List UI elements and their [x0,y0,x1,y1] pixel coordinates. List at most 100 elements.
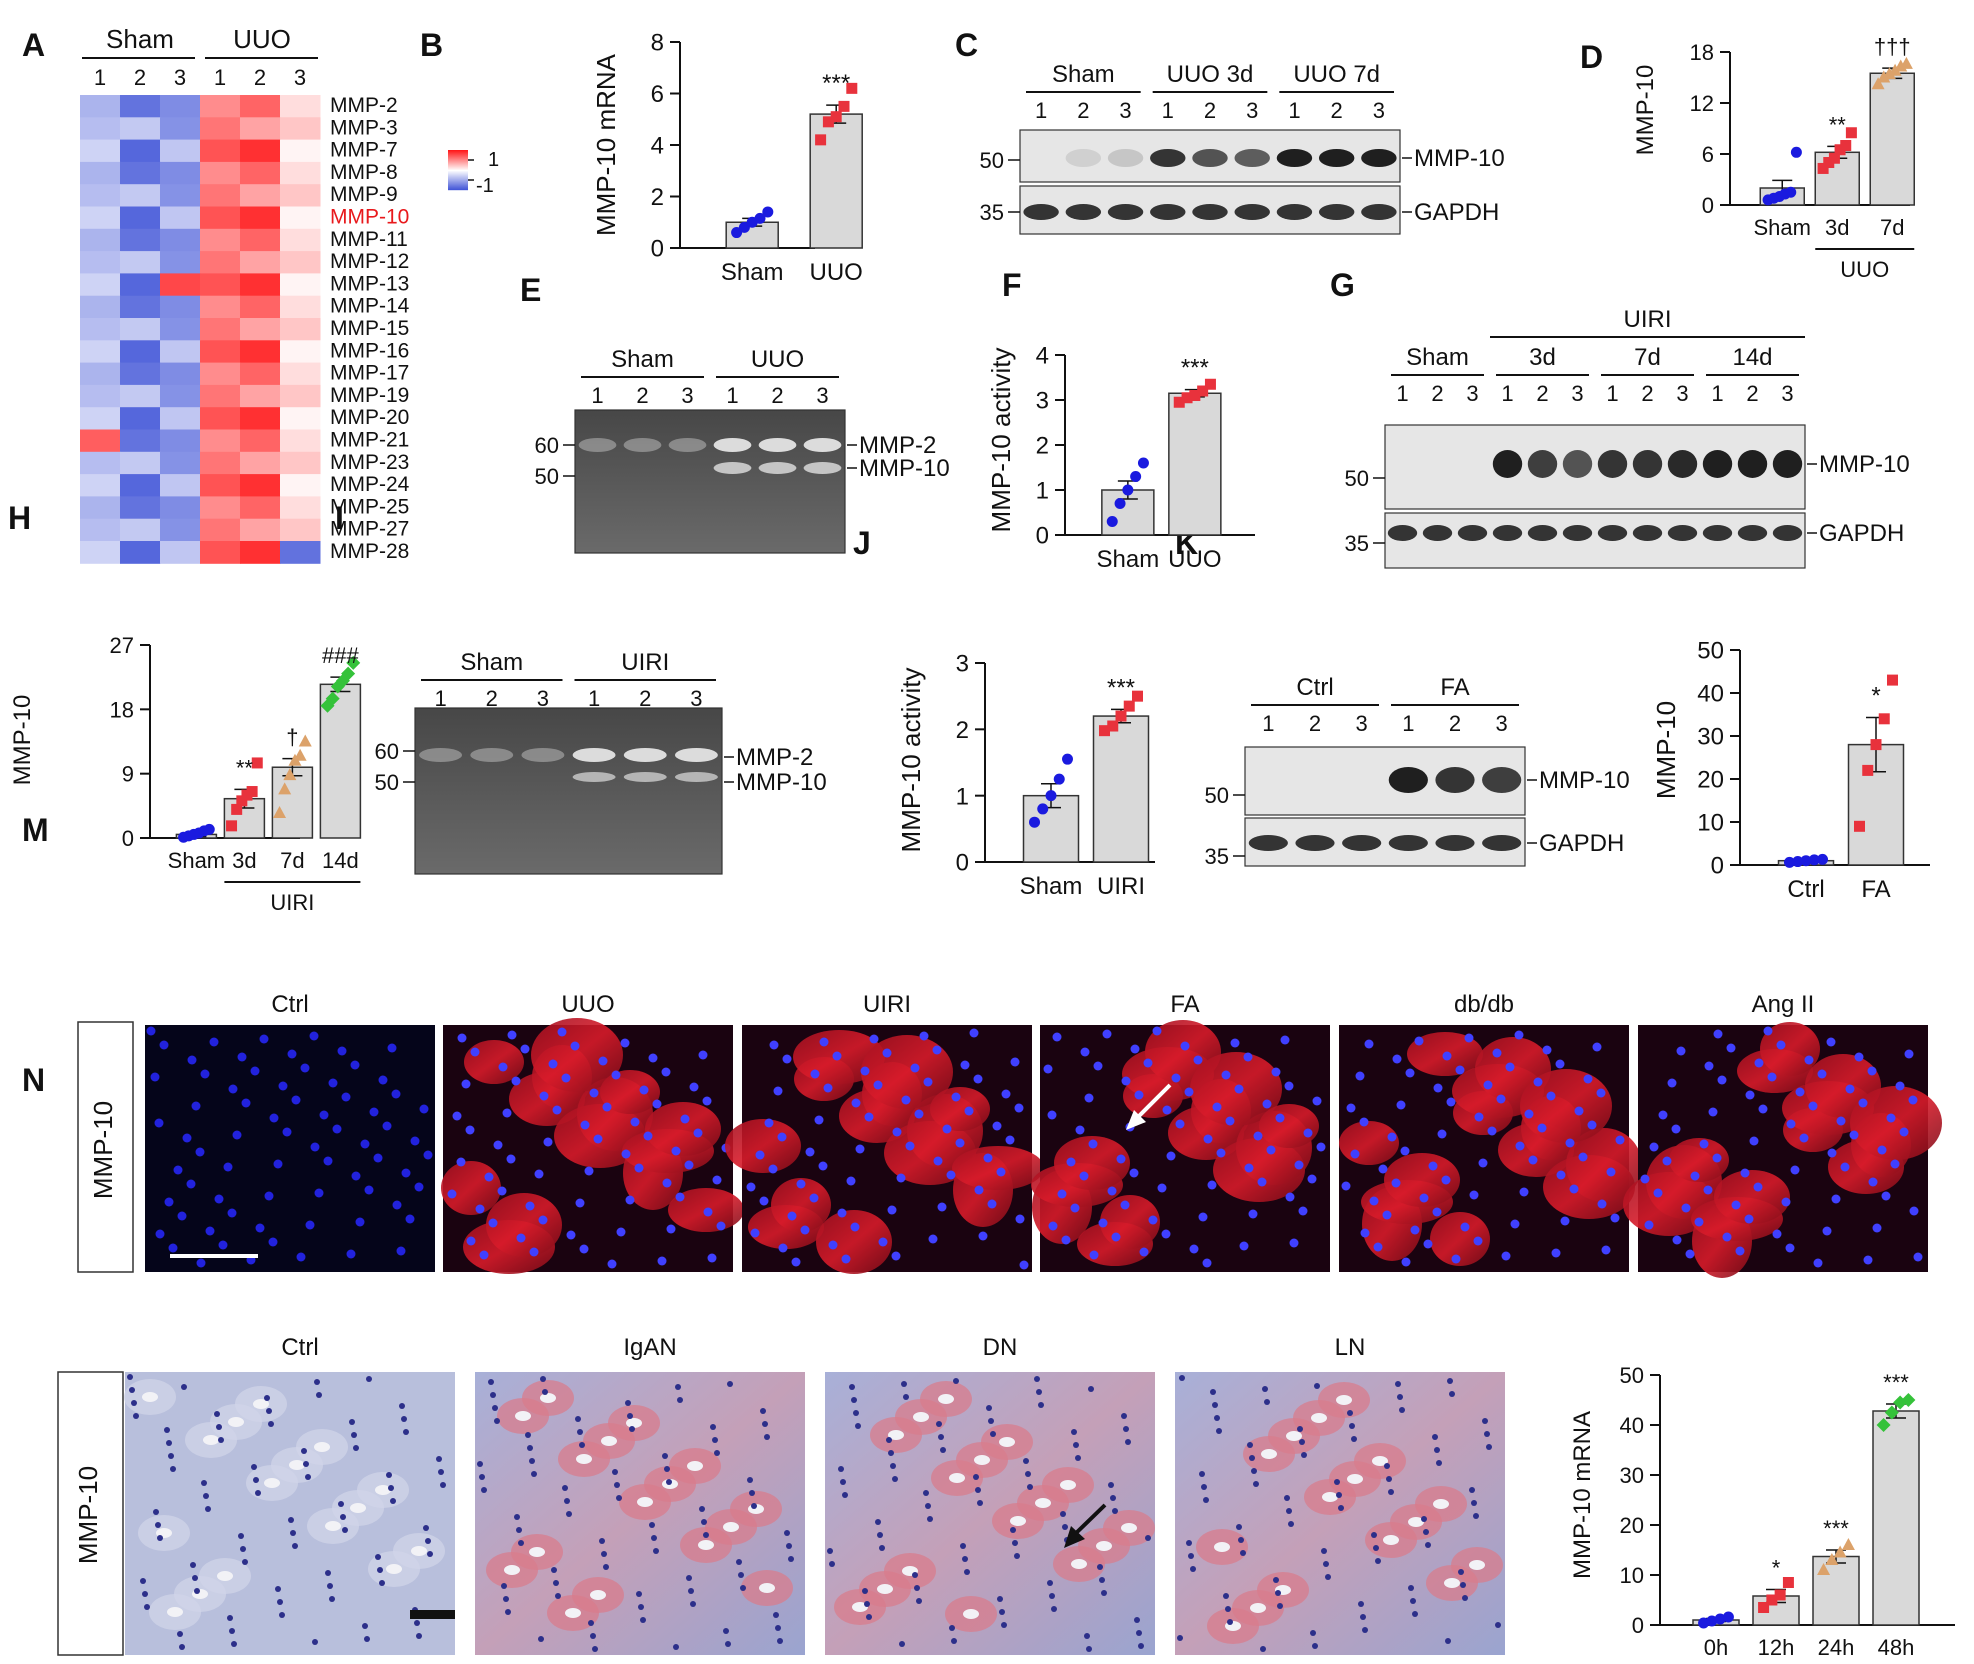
nucleus [1070,1203,1080,1213]
nucleus [155,1522,161,1528]
nucleus [648,1053,658,1063]
heatmap-cell [160,474,201,497]
nucleus [1808,1101,1818,1111]
nucleus [181,1384,187,1390]
nucleus [716,1221,726,1231]
nucleus [1473,1513,1479,1519]
gene-label: MMP-13 [330,272,409,295]
nucleus [127,1374,133,1380]
nucleus [925,1503,931,1509]
nucleus [1001,1622,1007,1628]
nucleus [686,1575,692,1581]
lumen [687,1461,703,1471]
band [1737,450,1768,478]
nucleus [579,1442,585,1448]
nucleus [223,1162,233,1172]
nucleus [1203,1497,1209,1503]
heatmap-cell [160,318,201,341]
nucleus [329,1596,335,1602]
nucleus [1212,1402,1218,1408]
heatmap-cell [280,340,321,364]
nucleus [506,1154,516,1164]
data-point [1785,186,1797,198]
nucleus [1080,1047,1090,1057]
nucleus [1139,1247,1149,1257]
nucleus [1177,1635,1183,1641]
data-point [815,134,827,146]
nucleus [350,1060,360,1070]
heatmap-cell [80,139,121,163]
nucleus [1408,1585,1414,1591]
nucleus [819,1037,829,1047]
lane-number: 3 [1356,711,1368,736]
nucleus [1672,1235,1682,1245]
heatmap-cell [240,273,281,297]
tubule [1520,1069,1612,1143]
lane-number: 1 [1288,98,1300,123]
nucleus [827,1548,833,1554]
nucleus [951,1092,961,1102]
data-point [1037,803,1049,815]
nucleus [1341,1181,1351,1191]
lumen [974,1455,990,1465]
heatmap-cell [80,95,121,118]
nucleus [932,1045,942,1055]
band [1457,525,1488,541]
nucleus [988,1418,994,1424]
nucleus [698,1050,708,1060]
nucleus [955,1138,965,1148]
data-point [1107,720,1119,732]
nucleus [401,1416,407,1422]
nucleus [1653,1188,1663,1198]
nucleus [388,1485,394,1491]
nucleus [288,1517,294,1523]
heatmap-cell [160,139,201,163]
x-tick-label: 7d [1880,215,1904,240]
nucleus [1243,1052,1253,1062]
data-point [1099,725,1110,737]
nucleus [314,1379,320,1385]
nucleus [1247,1442,1253,1448]
nucleus [1890,1159,1900,1169]
blot-top-group: UIRI [1624,306,1672,333]
panel-M: MMP-10 Ctrl UUO UIRI FA db/db Ang II [77,991,1942,1278]
nucleus [279,1612,285,1618]
heatmap-cell [160,362,201,386]
heatmap-cell [280,228,321,252]
nucleus [1542,1045,1552,1055]
nucleus [710,1424,716,1430]
band [1295,835,1335,851]
nucleus [266,1408,272,1414]
nucleus [1436,1460,1442,1466]
band [758,462,797,474]
lumen [1322,1492,1338,1502]
band [713,438,752,452]
nucleus [905,1141,915,1151]
y-tick-label: 4 [1036,343,1049,370]
heatmap-cell [160,541,201,564]
nucleus [1043,1064,1053,1074]
nucleus [375,1554,381,1560]
panel-label-E: E [520,272,541,308]
gene-label: MMP-19 [330,384,409,407]
nucleus [529,1458,535,1464]
heatmap-cell [200,384,241,408]
lumen [1035,1498,1051,1508]
scale-step [448,172,468,174]
nucleus [1396,1100,1406,1110]
data-point [1834,144,1846,156]
nucleus [787,1211,797,1221]
nucleus [1248,1209,1258,1219]
nucleus [1048,1221,1058,1231]
heatmap-cell [280,295,321,319]
nucleus [652,1099,662,1109]
band [1492,450,1523,478]
lane-number: 1 [726,383,738,408]
significance-label: ### [322,643,359,668]
fluorescence-image-FA [1031,1020,1330,1272]
nucleus [875,1519,881,1525]
nucleus [159,1040,169,1050]
nucleus [938,1434,944,1440]
data-point [236,795,248,807]
lane-number: 2 [1449,711,1461,736]
